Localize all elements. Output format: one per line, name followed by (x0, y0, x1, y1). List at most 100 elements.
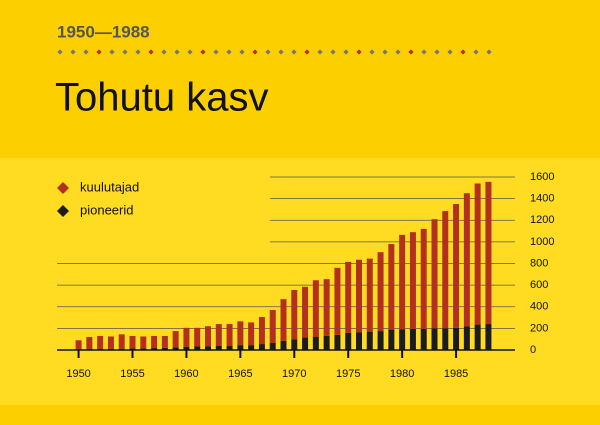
x-tick-label: 1950 (66, 368, 90, 380)
chart-panel (0, 158, 600, 405)
bar (140, 348, 147, 350)
bar (366, 331, 373, 350)
bar (442, 328, 449, 350)
bar (312, 280, 319, 338)
bar (226, 345, 233, 350)
bar (323, 335, 330, 350)
divider-dot (278, 49, 284, 55)
y-tick-label: 0 (530, 344, 536, 356)
bar (453, 204, 460, 328)
chart-subtitle: 1950—1988 (57, 22, 150, 41)
divider-dot (226, 49, 232, 55)
divider-dot (291, 49, 297, 55)
divider-dot (408, 49, 414, 55)
bar (474, 183, 481, 325)
divider (57, 49, 492, 55)
bar (205, 346, 211, 350)
x-tick-label: 1965 (228, 368, 252, 380)
bar (194, 346, 201, 350)
divider-dot (395, 49, 401, 55)
bar (129, 348, 136, 350)
bar (183, 327, 190, 347)
bar (86, 337, 93, 350)
divider-dot (57, 49, 63, 55)
y-tick-label: 400 (530, 301, 548, 313)
divider-dot (161, 49, 167, 55)
divider-dot (122, 49, 128, 55)
y-tick-label: 1400 (530, 193, 554, 205)
divider-dot (213, 49, 219, 55)
bar (107, 336, 114, 349)
x-tick-label: 1970 (282, 368, 306, 380)
bar (258, 344, 265, 350)
bar (151, 335, 158, 349)
y-tick-label: 1600 (530, 171, 554, 183)
bar (356, 332, 362, 350)
bar (75, 340, 82, 350)
divider-dot (382, 49, 388, 55)
divider-dot (265, 49, 271, 55)
bar (485, 324, 492, 350)
bar (118, 334, 125, 349)
divider-dot (447, 49, 453, 55)
bar (302, 286, 309, 338)
bar (334, 267, 341, 335)
bar (291, 339, 298, 350)
x-tick-label: 1960 (174, 368, 198, 380)
bar (237, 345, 244, 350)
bar (431, 328, 438, 350)
divider-dot (135, 49, 141, 55)
bar (205, 326, 211, 347)
bar (172, 331, 179, 348)
y-tick-label: 200 (530, 322, 548, 334)
legend-label: pioneerid (80, 202, 134, 217)
divider-dot (460, 49, 466, 55)
divider-dot (434, 49, 440, 55)
bar (442, 211, 449, 329)
y-tick-label: 800 (530, 257, 548, 269)
divider-dot (187, 49, 193, 55)
bar (161, 347, 168, 350)
bar (302, 337, 309, 350)
bar (291, 289, 298, 340)
bar (453, 327, 460, 350)
divider-dot (486, 49, 492, 55)
bar (388, 329, 395, 350)
bar (431, 219, 438, 329)
divider-dot (369, 49, 375, 55)
divider-dot (148, 49, 154, 55)
divider-dot (343, 49, 349, 55)
bar (248, 322, 255, 346)
bar (226, 324, 233, 346)
divider-dot (304, 49, 310, 55)
bar (312, 337, 319, 350)
divider-dot (473, 49, 479, 55)
x-tick-label: 1985 (444, 368, 468, 380)
y-tick-label: 1000 (530, 236, 554, 248)
divider-dot (356, 49, 362, 55)
bar (474, 324, 481, 350)
bar (172, 347, 179, 350)
bar (463, 326, 470, 350)
bar (399, 329, 406, 350)
bar (140, 336, 147, 349)
divider-dot (421, 49, 427, 55)
divider-dot (109, 49, 115, 55)
divider-dot (174, 49, 180, 55)
divider-dot (70, 49, 76, 55)
bar (248, 345, 255, 350)
y-tick-label: 1200 (530, 214, 554, 226)
chart-title: Tohutu kasv (55, 76, 268, 120)
x-tick-label: 1955 (120, 368, 144, 380)
bar (366, 258, 373, 332)
divider-dot (317, 49, 323, 55)
bar (237, 321, 244, 346)
bar (377, 252, 384, 332)
bar (269, 342, 276, 350)
x-tick-label: 1975 (336, 368, 360, 380)
bar (215, 345, 222, 350)
bar (399, 234, 406, 330)
bar (280, 340, 287, 350)
bar (388, 244, 395, 330)
